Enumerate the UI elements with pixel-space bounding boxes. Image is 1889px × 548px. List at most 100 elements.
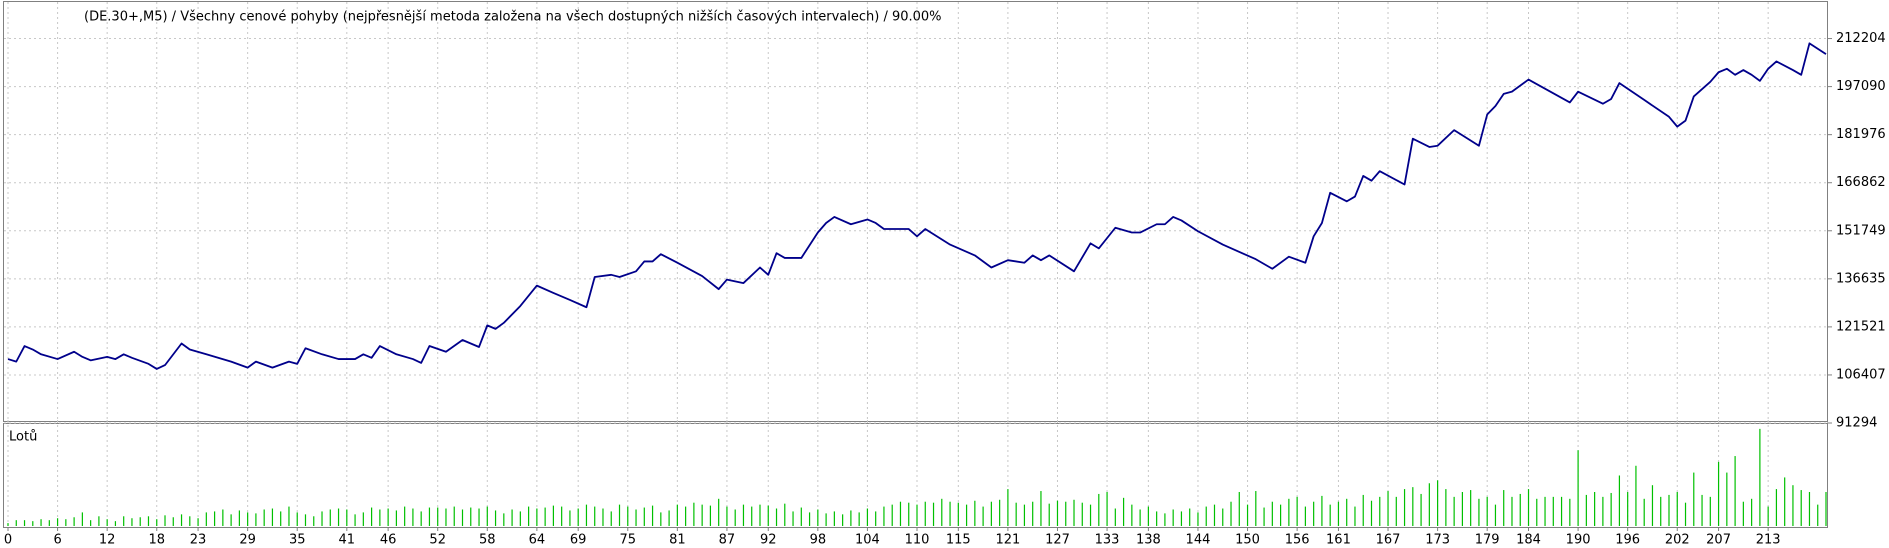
lot-bar xyxy=(1255,491,1257,526)
lot-bar xyxy=(412,508,414,526)
x-tick-label: 138 xyxy=(1136,533,1161,548)
lot-bar xyxy=(718,498,720,526)
lot-bar xyxy=(1577,450,1579,526)
lot-bar xyxy=(1453,496,1455,526)
lot-bar xyxy=(1660,496,1662,526)
x-tick-label: 150 xyxy=(1235,533,1260,548)
lot-bar xyxy=(503,513,505,526)
lot-bar xyxy=(775,508,778,526)
lot-bar xyxy=(610,511,612,526)
lot-bar xyxy=(1048,503,1050,526)
lot-bar xyxy=(1668,494,1670,526)
lot-bar xyxy=(974,500,976,526)
lot-bar xyxy=(1122,497,1125,526)
lot-bar xyxy=(709,505,712,526)
lot-bar xyxy=(701,504,703,526)
lot-bar xyxy=(511,509,513,526)
y-tick-label: 197090 xyxy=(1836,79,1886,94)
lot-bar xyxy=(808,512,811,526)
x-tick-label: 196 xyxy=(1615,533,1640,548)
lot-bar xyxy=(594,506,596,526)
lot-bar xyxy=(230,514,232,526)
lot-bar xyxy=(40,519,42,526)
lot-bar xyxy=(1494,504,1497,526)
lot-bar xyxy=(1412,487,1414,526)
lot-bar xyxy=(1081,502,1083,526)
x-tick-label: 75 xyxy=(619,533,636,548)
lot-bar xyxy=(1288,498,1290,526)
lot-bar xyxy=(222,509,224,526)
lot-bar xyxy=(1618,475,1621,526)
lot-bar xyxy=(1825,492,1827,526)
x-tick-label: 0 xyxy=(4,533,12,548)
lot-bar xyxy=(1536,498,1538,526)
lot-bar xyxy=(147,516,150,526)
lot-bar xyxy=(139,517,141,526)
lot-bar xyxy=(321,511,323,526)
lot-bar xyxy=(1205,506,1207,526)
lot-bar xyxy=(362,512,364,526)
lot-bar xyxy=(114,521,117,526)
lot-bar xyxy=(15,520,17,526)
lot-bar xyxy=(494,510,497,526)
lot-bar xyxy=(1784,477,1786,526)
lot-bar xyxy=(1263,507,1265,526)
lot-bar xyxy=(990,501,992,526)
marks xyxy=(7,42,1827,526)
lot-bar xyxy=(751,506,753,526)
lot-bar xyxy=(569,510,571,526)
lot-bar xyxy=(875,511,877,526)
lot-bar xyxy=(1602,496,1604,526)
lot-bar xyxy=(1362,494,1364,526)
lot-bar xyxy=(693,502,695,526)
lot-bar xyxy=(924,501,926,526)
lot-bar xyxy=(1280,504,1282,526)
lot-bar xyxy=(660,512,662,526)
lot-bar xyxy=(428,507,431,526)
lot-bar xyxy=(519,511,521,526)
lot-bar xyxy=(346,509,348,526)
lot-bar xyxy=(197,518,199,526)
lot-bar xyxy=(643,507,645,526)
x-tick-label: 144 xyxy=(1186,533,1211,548)
lot-bar xyxy=(453,506,455,526)
lot-bar xyxy=(73,517,75,526)
y-tick-label: 106407 xyxy=(1836,367,1886,382)
lot-bar xyxy=(156,519,158,526)
lot-bar xyxy=(263,509,265,526)
y-tick-label: 91294 xyxy=(1836,416,1877,431)
lot-bar xyxy=(1403,489,1406,526)
x-tick-label: 64 xyxy=(529,533,546,548)
lot-bar xyxy=(1486,496,1488,526)
lot-bar xyxy=(685,506,687,526)
x-tick-label: 35 xyxy=(289,533,306,548)
lot-bar xyxy=(1213,504,1216,526)
lot-bar xyxy=(1304,506,1306,526)
lot-bar xyxy=(437,507,439,526)
lot-bar xyxy=(106,519,108,526)
lot-bar xyxy=(379,509,381,526)
x-tick-label: 110 xyxy=(905,533,930,548)
lot-bar xyxy=(1387,491,1389,526)
lot-bar xyxy=(528,506,530,526)
lot-bar xyxy=(1767,506,1769,526)
lots-panel xyxy=(3,423,1828,528)
lot-bar xyxy=(420,511,422,526)
x-tick-label: 207 xyxy=(1706,533,1731,548)
x-tick-label: 213 xyxy=(1756,533,1781,548)
x-tick-label: 104 xyxy=(855,533,880,548)
lot-bar xyxy=(1701,494,1703,526)
x-tick-label: 29 xyxy=(239,533,256,548)
lot-bar xyxy=(1180,511,1183,526)
y-tick-label: 166862 xyxy=(1836,175,1886,190)
lot-bar xyxy=(238,510,240,526)
lot-bar xyxy=(1246,504,1249,526)
x-tick-label: 190 xyxy=(1566,533,1591,548)
lot-bar xyxy=(247,512,249,526)
lot-bar xyxy=(1709,496,1711,526)
lot-bar xyxy=(296,512,298,526)
lot-bar xyxy=(883,506,885,526)
x-tick-label: 127 xyxy=(1045,533,1070,548)
grid xyxy=(4,2,1827,526)
lot-bar xyxy=(123,516,125,526)
